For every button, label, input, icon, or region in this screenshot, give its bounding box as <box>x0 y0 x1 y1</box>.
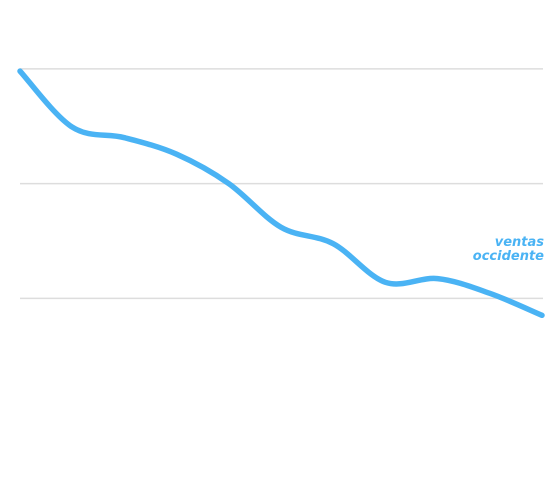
gridlines <box>20 68 543 300</box>
series-layer <box>17 68 545 319</box>
series-label-line-0: ventas <box>495 235 545 250</box>
series-line-0 <box>17 68 545 319</box>
series-label-line-1: occidente <box>473 249 544 264</box>
